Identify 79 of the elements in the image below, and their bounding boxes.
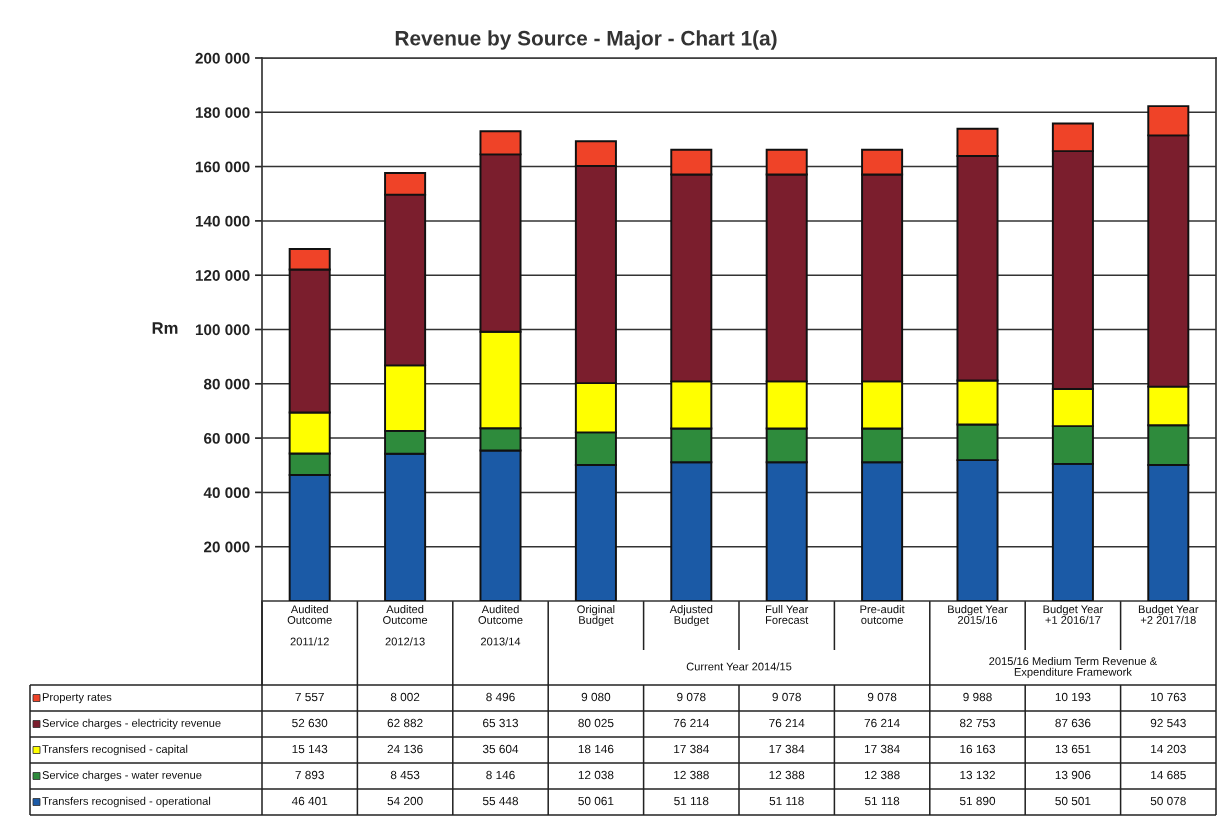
data-label: 12 388 xyxy=(864,770,900,780)
x-tick-label: Adjusted Budget xyxy=(669,605,713,627)
y-tick-label: 100 000 xyxy=(195,324,250,336)
data-label: 8 002 xyxy=(390,692,420,702)
data-label: 9 988 xyxy=(963,692,992,702)
data-label: 17 384 xyxy=(769,744,805,754)
legend-label: Service charges - electricity revenue xyxy=(42,718,221,730)
data-label: 14 685 xyxy=(1151,770,1186,780)
text: 2015/16 Medium Term Revenue & Expenditure Framework xyxy=(989,656,1157,679)
x-tick-label: Original Budget xyxy=(577,605,615,627)
data-label: 80 025 xyxy=(578,718,614,728)
y-tick-label: 180 000 xyxy=(195,107,250,118)
data-label: 76 214 xyxy=(769,718,805,728)
data-label: 8 496 xyxy=(486,692,515,702)
data-label: 12 388 xyxy=(674,770,709,780)
legend-label: Service charges - water revenue xyxy=(42,770,202,782)
data-label: 9 078 xyxy=(772,692,801,702)
data-label: 10 193 xyxy=(1055,692,1091,702)
legend-label: Transfers recognised - capital xyxy=(42,744,188,756)
data-label: 51 890 xyxy=(959,796,996,806)
data-label: 50 501 xyxy=(1055,796,1091,806)
x-tick-label: Budget Year 2015/16 xyxy=(948,605,1008,624)
y-tick-label: 40 000 xyxy=(203,487,250,499)
data-label: 16 163 xyxy=(960,744,996,754)
data-label: 92 543 xyxy=(1150,718,1186,728)
data-label: 12 388 xyxy=(769,770,805,780)
y-tick-label: 200 000 xyxy=(195,52,250,64)
data-label: 7 893 xyxy=(295,770,324,780)
data-label: 65 313 xyxy=(483,718,519,728)
data-label: 13 651 xyxy=(1055,744,1091,754)
legend-label: Transfers recognised - operational xyxy=(42,796,211,808)
category-label: Audited Outcome 2013/14 xyxy=(478,605,523,646)
data-label: 7 557 xyxy=(295,692,324,702)
data-label: 82 753 xyxy=(959,718,996,728)
data-label: 87 636 xyxy=(1055,718,1091,728)
category-label: Audited Outcome 2011/12 xyxy=(287,605,332,646)
x-tick-label: Budget Year +2 2017/18 xyxy=(1138,605,1199,624)
data-label: 17 384 xyxy=(674,744,710,754)
data-label: 17 384 xyxy=(864,744,900,754)
data-label: 24 136 xyxy=(387,744,423,754)
data-label: 52 630 xyxy=(292,718,328,728)
y-tick-label: 80 000 xyxy=(203,378,250,390)
y-axis-title: Rm xyxy=(152,322,178,334)
data-label: 18 146 xyxy=(578,744,614,754)
data-label: 9 078 xyxy=(677,692,706,702)
data-label: 15 143 xyxy=(292,744,328,754)
data-label: 50 061 xyxy=(578,796,614,806)
data-label: 12 038 xyxy=(578,770,614,780)
chart-title: Revenue by Source - Major - Chart 1(a) xyxy=(395,30,777,50)
data-label: 76 214 xyxy=(673,718,710,728)
text: Current Year 2014/15 xyxy=(686,662,792,671)
x-tick-label: Budget Year +1 2016/17 xyxy=(1043,605,1103,624)
data-label: 50 078 xyxy=(1150,796,1186,806)
data-label: 9 080 xyxy=(581,692,611,702)
y-tick-label: 120 000 xyxy=(195,270,250,281)
data-label: 51 118 xyxy=(769,796,804,806)
data-label: 51 118 xyxy=(864,796,900,806)
data-label: 10 763 xyxy=(1151,692,1186,702)
y-tick-label: 60 000 xyxy=(204,432,250,444)
x-tick-label: Full Year Forecast xyxy=(765,605,809,624)
y-tick-label: 20 000 xyxy=(204,541,250,553)
data-label: 51 118 xyxy=(674,796,709,806)
data-label: 9 078 xyxy=(867,692,897,702)
category-label: Audited Outcome 2012/13 xyxy=(383,605,428,646)
data-label: 62 882 xyxy=(387,718,423,728)
data-label: 13 906 xyxy=(1055,770,1091,780)
data-label: 76 214 xyxy=(864,718,900,728)
x-tick-label: Pre-audit outcome xyxy=(860,605,905,624)
y-tick-label: 140 000 xyxy=(195,215,250,227)
data-label: 55 448 xyxy=(482,796,519,806)
data-label: 54 200 xyxy=(387,796,423,806)
data-label: 8 146 xyxy=(486,770,515,780)
data-label: 35 604 xyxy=(482,744,519,754)
data-label: 14 203 xyxy=(1151,744,1186,754)
y-tick-label: 160 000 xyxy=(195,161,250,173)
data-label: 13 132 xyxy=(960,770,995,780)
legend-label: Property rates xyxy=(42,693,112,704)
data-label: 8 453 xyxy=(390,770,420,780)
data-label: 46 401 xyxy=(291,796,328,806)
